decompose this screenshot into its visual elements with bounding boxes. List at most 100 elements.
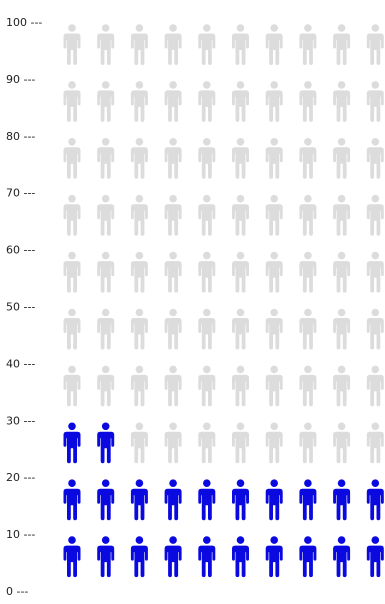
person-icon-highlighted <box>366 479 384 521</box>
y-tick-label: 60 --- <box>6 244 35 257</box>
person-icon <box>232 81 249 122</box>
person-icon <box>265 422 283 464</box>
person-icon <box>366 24 384 65</box>
person-icon-highlighted <box>333 536 351 578</box>
person-icon <box>198 422 216 464</box>
person-icon <box>333 308 351 350</box>
person-icon <box>63 81 81 122</box>
person-icon-highlighted <box>366 536 384 578</box>
person-icon <box>97 308 115 350</box>
person-icon <box>63 308 81 350</box>
y-tick-label: 40 --- <box>6 357 35 370</box>
person-icon <box>198 365 216 407</box>
icon-grid <box>63 24 384 578</box>
y-axis: 0 --- 10 --- 20 --- 30 --- 40 --- 50 --- 60 --… <box>6 16 42 598</box>
y-tick-label: 0 --- <box>6 585 28 598</box>
person-icon <box>198 81 216 122</box>
person-icon <box>164 138 182 179</box>
person-icon-highlighted <box>164 479 182 521</box>
person-icon-highlighted <box>130 536 148 578</box>
person-icon <box>265 251 283 293</box>
person-icon-highlighted <box>299 479 317 521</box>
person-icon-highlighted <box>63 479 81 521</box>
y-tick-label: 70 --- <box>6 187 35 200</box>
y-tick-label: 80 --- <box>6 130 35 143</box>
person-icon <box>232 194 249 236</box>
person-icon-highlighted <box>97 536 115 578</box>
person-icon <box>130 422 148 464</box>
y-tick-label: 50 --- <box>6 301 35 314</box>
person-icon <box>366 365 384 407</box>
person-icon <box>198 251 216 293</box>
person-icon <box>366 138 384 179</box>
person-icon <box>265 24 283 65</box>
person-icon <box>63 365 81 407</box>
person-icon <box>164 422 182 464</box>
person-icon-highlighted <box>97 479 115 521</box>
person-icon <box>130 138 148 179</box>
person-icon <box>232 24 249 65</box>
person-icon <box>130 24 148 65</box>
person-icon <box>198 194 216 236</box>
person-icon <box>164 251 182 293</box>
person-icon-highlighted <box>63 536 81 578</box>
person-icon <box>232 365 249 407</box>
person-icon <box>265 194 283 236</box>
person-icon <box>333 194 351 236</box>
person-icon <box>232 422 249 464</box>
person-icon <box>63 251 81 293</box>
person-icon <box>130 81 148 122</box>
person-icon <box>130 308 148 350</box>
person-icon <box>63 24 81 65</box>
person-icon-highlighted <box>265 536 283 578</box>
person-icon-highlighted <box>198 536 216 578</box>
person-icon <box>333 251 351 293</box>
person-icon <box>97 251 115 293</box>
person-icon-highlighted <box>299 536 317 578</box>
person-icon <box>198 24 216 65</box>
person-icon <box>333 24 351 65</box>
person-icon <box>366 81 384 122</box>
person-icon <box>232 138 249 179</box>
person-icon <box>265 138 283 179</box>
y-tick-label: 20 --- <box>6 471 35 484</box>
y-tick-label: 90 --- <box>6 73 35 86</box>
y-tick-label: 10 --- <box>6 528 35 541</box>
person-icon-highlighted <box>232 536 249 578</box>
person-icon-highlighted <box>198 479 216 521</box>
person-icon <box>164 365 182 407</box>
person-icon <box>63 194 81 236</box>
person-icon <box>366 422 384 464</box>
person-icon <box>130 194 148 236</box>
person-icon <box>130 251 148 293</box>
person-icon <box>63 138 81 179</box>
person-icon <box>333 138 351 179</box>
person-icon <box>299 422 317 464</box>
person-icon <box>366 194 384 236</box>
person-icon <box>299 138 317 179</box>
person-icon <box>333 422 351 464</box>
person-icon-highlighted <box>232 479 249 521</box>
y-tick-label: 100 --- <box>6 16 42 29</box>
person-icon <box>299 308 317 350</box>
person-icon <box>299 194 317 236</box>
person-icon <box>97 138 115 179</box>
person-icon <box>366 251 384 293</box>
person-icon <box>130 365 148 407</box>
person-icon <box>164 81 182 122</box>
person-icon <box>97 194 115 236</box>
person-icon <box>366 308 384 350</box>
person-icon <box>198 308 216 350</box>
person-icon <box>232 251 249 293</box>
person-icon <box>265 365 283 407</box>
person-icon-highlighted <box>130 479 148 521</box>
person-icon <box>299 365 317 407</box>
person-icon <box>97 24 115 65</box>
person-icon <box>333 365 351 407</box>
person-icon <box>232 308 249 350</box>
person-icon <box>164 308 182 350</box>
person-icon-highlighted <box>63 422 81 464</box>
person-icon-highlighted <box>333 479 351 521</box>
